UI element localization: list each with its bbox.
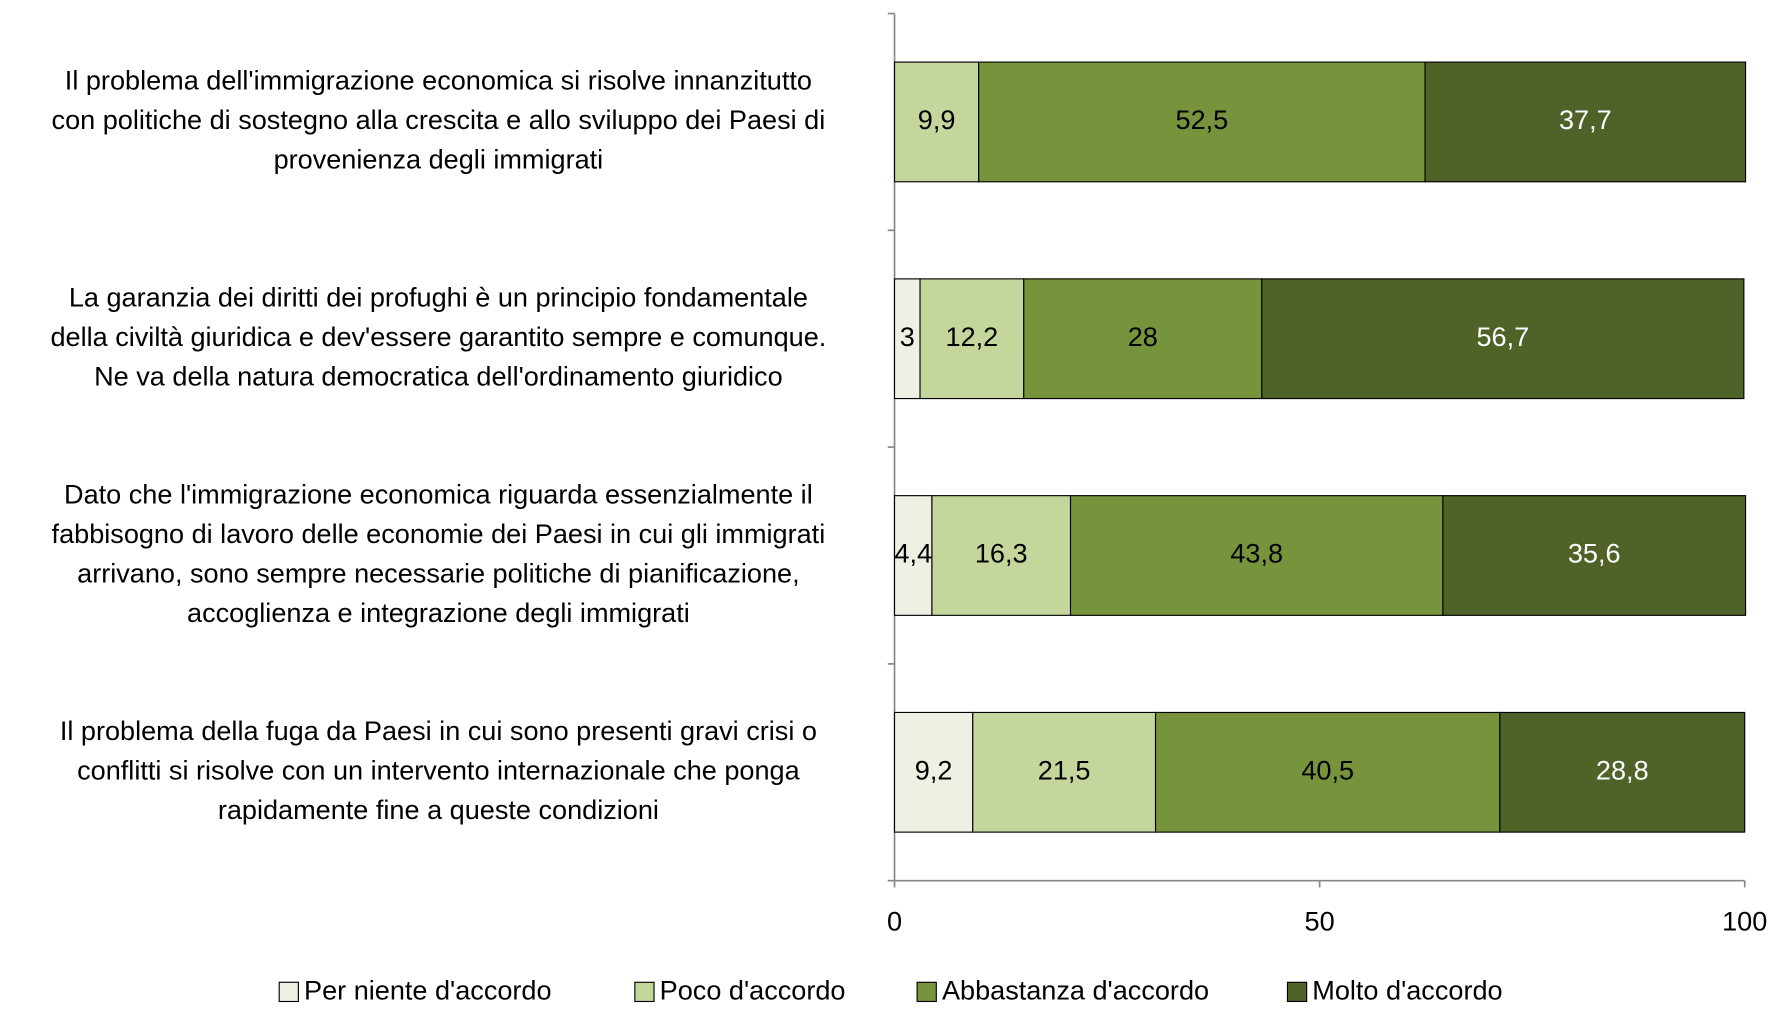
- category-label: rapidamente fine a queste condizioni: [218, 794, 659, 825]
- data-label: 37,7: [1559, 104, 1612, 135]
- data-label: 28,8: [1596, 754, 1649, 785]
- legend-swatch: [916, 981, 937, 1003]
- legend-label: Abbastanza d'accordo: [942, 975, 1209, 1006]
- x-tick-label: 50: [1305, 906, 1335, 937]
- x-tick-label: 0: [887, 906, 902, 937]
- data-label: 3: [900, 321, 915, 352]
- data-label: 16,3: [975, 538, 1028, 569]
- data-label: 28: [1128, 321, 1158, 352]
- data-label: 52,5: [1176, 104, 1229, 135]
- bar-segment: [1499, 711, 1746, 833]
- category-label: fabbisogno di lavoro delle economie dei …: [52, 518, 826, 549]
- category-label: provenienza degli immigrati: [274, 144, 604, 175]
- data-label: 56,7: [1476, 321, 1529, 352]
- bar-segment: [893, 278, 921, 400]
- bar-segment: [893, 495, 933, 616]
- category-label: arrivano, sono sempre necessarie politic…: [77, 557, 799, 588]
- bar-segment: [1442, 495, 1747, 616]
- category-label: Il problema della fuga da Paesi in cui s…: [60, 715, 817, 746]
- bar-segment: [972, 711, 1157, 833]
- category-label: Dato che l'immigrazione economica riguar…: [64, 478, 813, 509]
- data-label: 21,5: [1038, 754, 1091, 785]
- data-label: 9,2: [915, 754, 953, 785]
- legend-label: Molto d'accordo: [1312, 975, 1502, 1006]
- category-label: accoglienza e integrazione degli immigra…: [187, 597, 690, 628]
- data-label: 9,9: [918, 104, 956, 135]
- data-label: 4,4: [894, 538, 932, 569]
- bar-segment: [1154, 711, 1501, 833]
- legend-swatch: [634, 981, 655, 1003]
- legend-label: Poco d'accordo: [660, 975, 846, 1006]
- category-label: Il problema dell'immigrazione economica …: [65, 65, 812, 96]
- bar-segment: [931, 495, 1072, 616]
- bar-segment: [978, 61, 1426, 183]
- data-label: 43,8: [1230, 538, 1283, 569]
- category-label: con politiche di sostegno alla crescita …: [52, 104, 826, 135]
- x-tick-label: 100: [1722, 906, 1767, 937]
- bar-segment: [1261, 278, 1745, 400]
- category-label: Ne va della natura democratica dell'ordi…: [94, 360, 783, 391]
- data-label: 40,5: [1301, 754, 1354, 785]
- legend-swatch: [278, 981, 299, 1003]
- bar-segment: [1069, 495, 1444, 616]
- data-label: 12,2: [946, 321, 999, 352]
- bar-segment: [893, 711, 974, 833]
- data-label: 35,6: [1568, 538, 1621, 569]
- category-label: La garanzia dei diritti dei profughi è u…: [69, 281, 808, 312]
- bar-segment: [1424, 61, 1747, 183]
- category-label: della civiltà giuridica e dev'essere gar…: [50, 321, 826, 352]
- bar-segment: [919, 278, 1025, 400]
- legend-swatch: [1286, 981, 1308, 1003]
- bar-segment: [1023, 278, 1263, 400]
- category-label: conflitti si risolve con un intervento i…: [77, 754, 800, 785]
- legend-label: Per niente d'accordo: [304, 975, 552, 1006]
